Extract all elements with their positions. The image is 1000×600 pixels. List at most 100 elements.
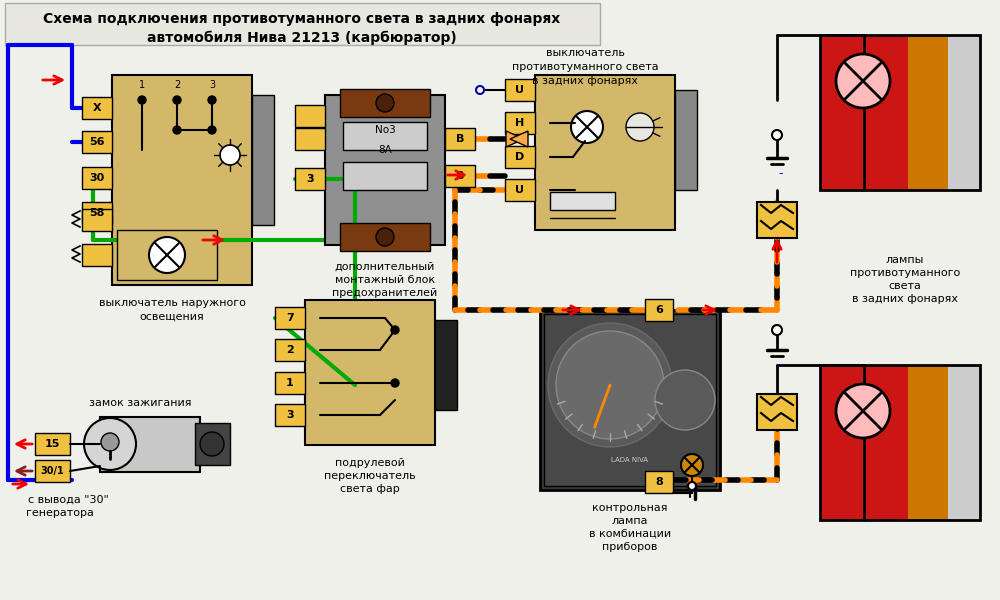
Bar bbox=[820, 35, 980, 190]
Circle shape bbox=[655, 370, 715, 430]
Text: выключатель: выключатель bbox=[546, 48, 624, 58]
Circle shape bbox=[626, 113, 654, 141]
Circle shape bbox=[208, 126, 216, 134]
Text: 30/1: 30/1 bbox=[41, 466, 64, 476]
Bar bbox=[540, 310, 720, 490]
Text: контрольная: контрольная bbox=[592, 503, 668, 513]
Text: дополнительный: дополнительный bbox=[335, 262, 435, 272]
Bar bbox=[343, 162, 427, 190]
Bar bbox=[535, 75, 675, 230]
Text: монтажный блок: монтажный блок bbox=[335, 275, 435, 285]
Text: лампы: лампы bbox=[886, 255, 924, 265]
Bar bbox=[445, 165, 475, 187]
Bar bbox=[948, 365, 980, 520]
Bar bbox=[340, 89, 430, 117]
Circle shape bbox=[391, 326, 399, 334]
Text: переключатель: переключатель bbox=[324, 471, 416, 481]
Text: 56: 56 bbox=[89, 137, 105, 147]
Circle shape bbox=[571, 111, 603, 143]
Circle shape bbox=[149, 237, 185, 273]
Circle shape bbox=[173, 96, 181, 104]
Bar bbox=[948, 35, 980, 190]
Text: в задних фонарях: в задних фонарях bbox=[532, 76, 638, 86]
Bar bbox=[100, 417, 200, 472]
Bar bbox=[35, 460, 70, 482]
Text: с вывода "30": с вывода "30" bbox=[28, 495, 108, 505]
Bar bbox=[908, 35, 948, 190]
Bar bbox=[82, 202, 112, 224]
Bar bbox=[117, 230, 217, 280]
Bar bbox=[340, 223, 430, 251]
Text: замок зажигания: замок зажигания bbox=[89, 398, 191, 408]
Circle shape bbox=[101, 433, 119, 451]
Bar bbox=[445, 128, 475, 150]
Text: 30: 30 bbox=[89, 173, 105, 183]
Text: автомобиля Нива 21213 (карбюратор): автомобиля Нива 21213 (карбюратор) bbox=[147, 31, 457, 45]
Polygon shape bbox=[510, 131, 528, 147]
Text: U: U bbox=[516, 185, 524, 195]
Bar bbox=[275, 339, 305, 361]
Bar bbox=[820, 365, 908, 520]
Text: подрулевой: подрулевой bbox=[335, 458, 405, 468]
Bar bbox=[550, 192, 615, 210]
Bar bbox=[325, 95, 445, 245]
Text: лампа: лампа bbox=[612, 516, 648, 526]
Text: Схема подключения противотуманного света в задних фонарях: Схема подключения противотуманного света… bbox=[43, 12, 561, 26]
Text: генератора: генератора bbox=[26, 508, 94, 518]
Bar bbox=[295, 168, 325, 190]
Text: LADA NIVA: LADA NIVA bbox=[611, 457, 649, 463]
Bar bbox=[757, 202, 797, 238]
Circle shape bbox=[688, 482, 696, 490]
Bar bbox=[82, 209, 112, 231]
Polygon shape bbox=[506, 131, 524, 147]
Text: в комбинации: в комбинации bbox=[589, 529, 671, 539]
Text: освещения: освещения bbox=[140, 312, 204, 322]
Circle shape bbox=[84, 418, 136, 470]
Bar bbox=[757, 394, 797, 430]
Circle shape bbox=[772, 130, 782, 140]
Bar bbox=[305, 300, 435, 445]
Text: 1: 1 bbox=[286, 378, 294, 388]
Text: предохранителей: предохранителей bbox=[332, 288, 438, 298]
Circle shape bbox=[200, 432, 224, 456]
Bar bbox=[820, 365, 980, 520]
Circle shape bbox=[681, 454, 703, 476]
Text: 15: 15 bbox=[45, 439, 60, 449]
Circle shape bbox=[376, 228, 394, 246]
Text: В: В bbox=[456, 134, 464, 144]
Bar bbox=[195, 423, 230, 465]
Text: выключатель наружного: выключатель наружного bbox=[99, 298, 245, 308]
Text: 2: 2 bbox=[286, 345, 294, 355]
Text: противотуманного: противотуманного bbox=[850, 268, 960, 278]
Text: 58: 58 bbox=[89, 208, 105, 218]
Bar bbox=[645, 471, 673, 493]
Bar bbox=[435, 320, 457, 410]
Bar bbox=[5, 3, 600, 45]
Bar bbox=[908, 365, 948, 520]
Text: противотуманного света: противотуманного света bbox=[512, 62, 658, 72]
Bar bbox=[505, 112, 535, 134]
Circle shape bbox=[556, 331, 664, 439]
Bar bbox=[505, 146, 535, 168]
Circle shape bbox=[376, 94, 394, 112]
Circle shape bbox=[391, 379, 399, 387]
Circle shape bbox=[173, 126, 181, 134]
Text: D: D bbox=[515, 152, 525, 162]
Circle shape bbox=[476, 86, 484, 94]
Text: 7: 7 bbox=[286, 313, 294, 323]
Bar bbox=[275, 404, 305, 426]
Circle shape bbox=[836, 384, 890, 438]
Bar bbox=[82, 131, 112, 153]
Text: 3: 3 bbox=[306, 174, 314, 184]
Text: -: - bbox=[779, 358, 783, 371]
Text: -: - bbox=[779, 167, 783, 181]
Bar bbox=[275, 307, 305, 329]
Bar bbox=[275, 372, 305, 394]
Text: X: X bbox=[93, 103, 101, 113]
Bar bbox=[645, 299, 673, 321]
Circle shape bbox=[548, 323, 672, 447]
Bar bbox=[544, 314, 716, 486]
Bar bbox=[82, 167, 112, 189]
Text: 6: 6 bbox=[655, 305, 663, 315]
Bar bbox=[505, 79, 535, 101]
